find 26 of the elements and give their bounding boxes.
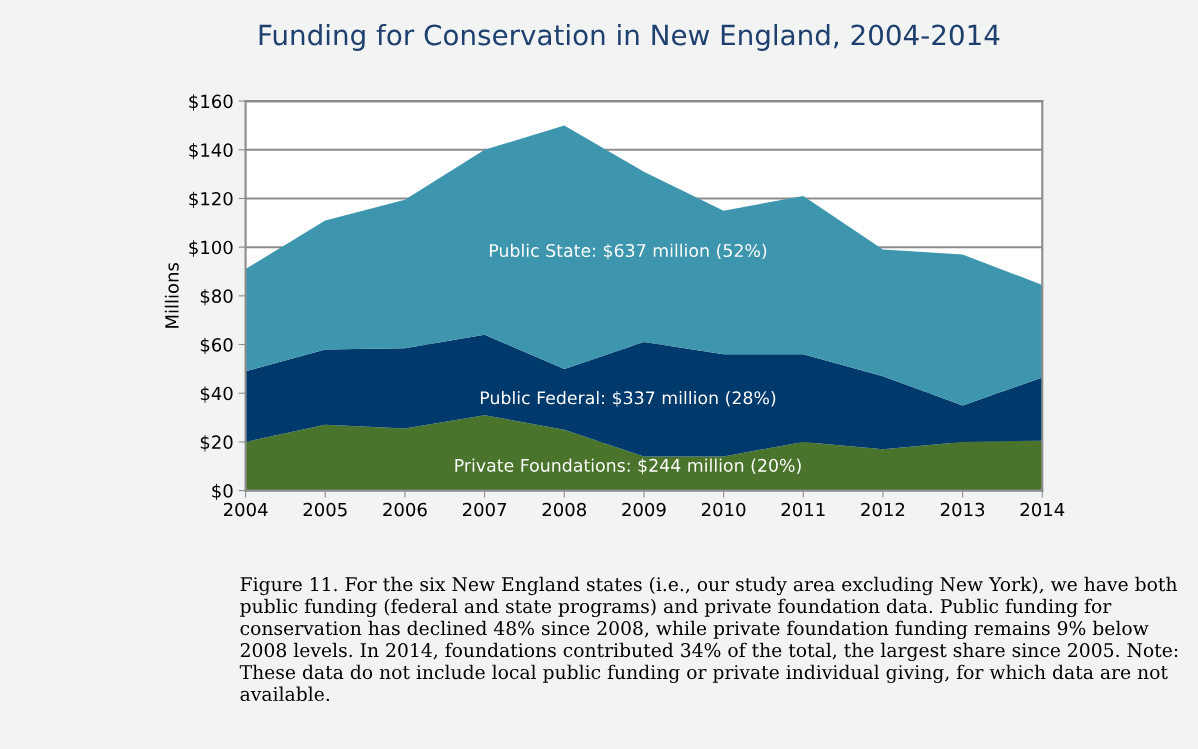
y-tick-label: $0: [212, 483, 233, 501]
x-tick-label: 2011: [781, 502, 825, 517]
y-tick-label: $60: [200, 337, 233, 355]
series-label: Private Foundations: $244 million (20%): [455, 458, 801, 475]
y-tick-label: $120: [189, 191, 233, 208]
x-tick-label: 2014: [1020, 502, 1065, 517]
y-tick-label: $20: [200, 435, 233, 452]
y-tick-label: $140: [189, 142, 233, 160]
x-tick-label: 2010: [701, 502, 746, 517]
x-tick-label: 2012: [861, 502, 905, 517]
y-tick-label: $80: [200, 289, 233, 306]
caption: Figure 11. For the six New England states (i.e., our study area excluding New York), we have both public funding (federal and state programs) and private foundation data. Public funding for conservation has declined 48% since 2008, while private foundation funding remains 9% below 2008 levels. In 2014, foundations contributed 34% of the total, the largest share since 2005. Note: These data do not include local public funding or private individual giving, for which data are not available.: [239, 576, 1178, 702]
series-label: Public State: $637 million (52%): [489, 243, 767, 260]
y-axis-title: Millions: [164, 262, 179, 328]
y-tick-label: $100: [189, 240, 233, 257]
x-tick-label: 2004: [223, 502, 268, 517]
chart-title: Funding for Conservation in New England, 2004-2014: [259, 24, 1000, 51]
x-tick-label: 2009: [622, 502, 666, 517]
series-label: Public Federal: $337 million (28%): [480, 390, 776, 407]
x-tick-label: 2007: [462, 502, 507, 517]
x-tick-label: 2008: [542, 502, 586, 517]
y-tick-label: $160: [189, 94, 233, 111]
y-tick-label: $40: [200, 386, 233, 403]
x-tick-label: 2006: [383, 502, 427, 517]
x-tick-label: 2013: [940, 502, 985, 517]
x-tick-label: 2005: [303, 502, 347, 517]
